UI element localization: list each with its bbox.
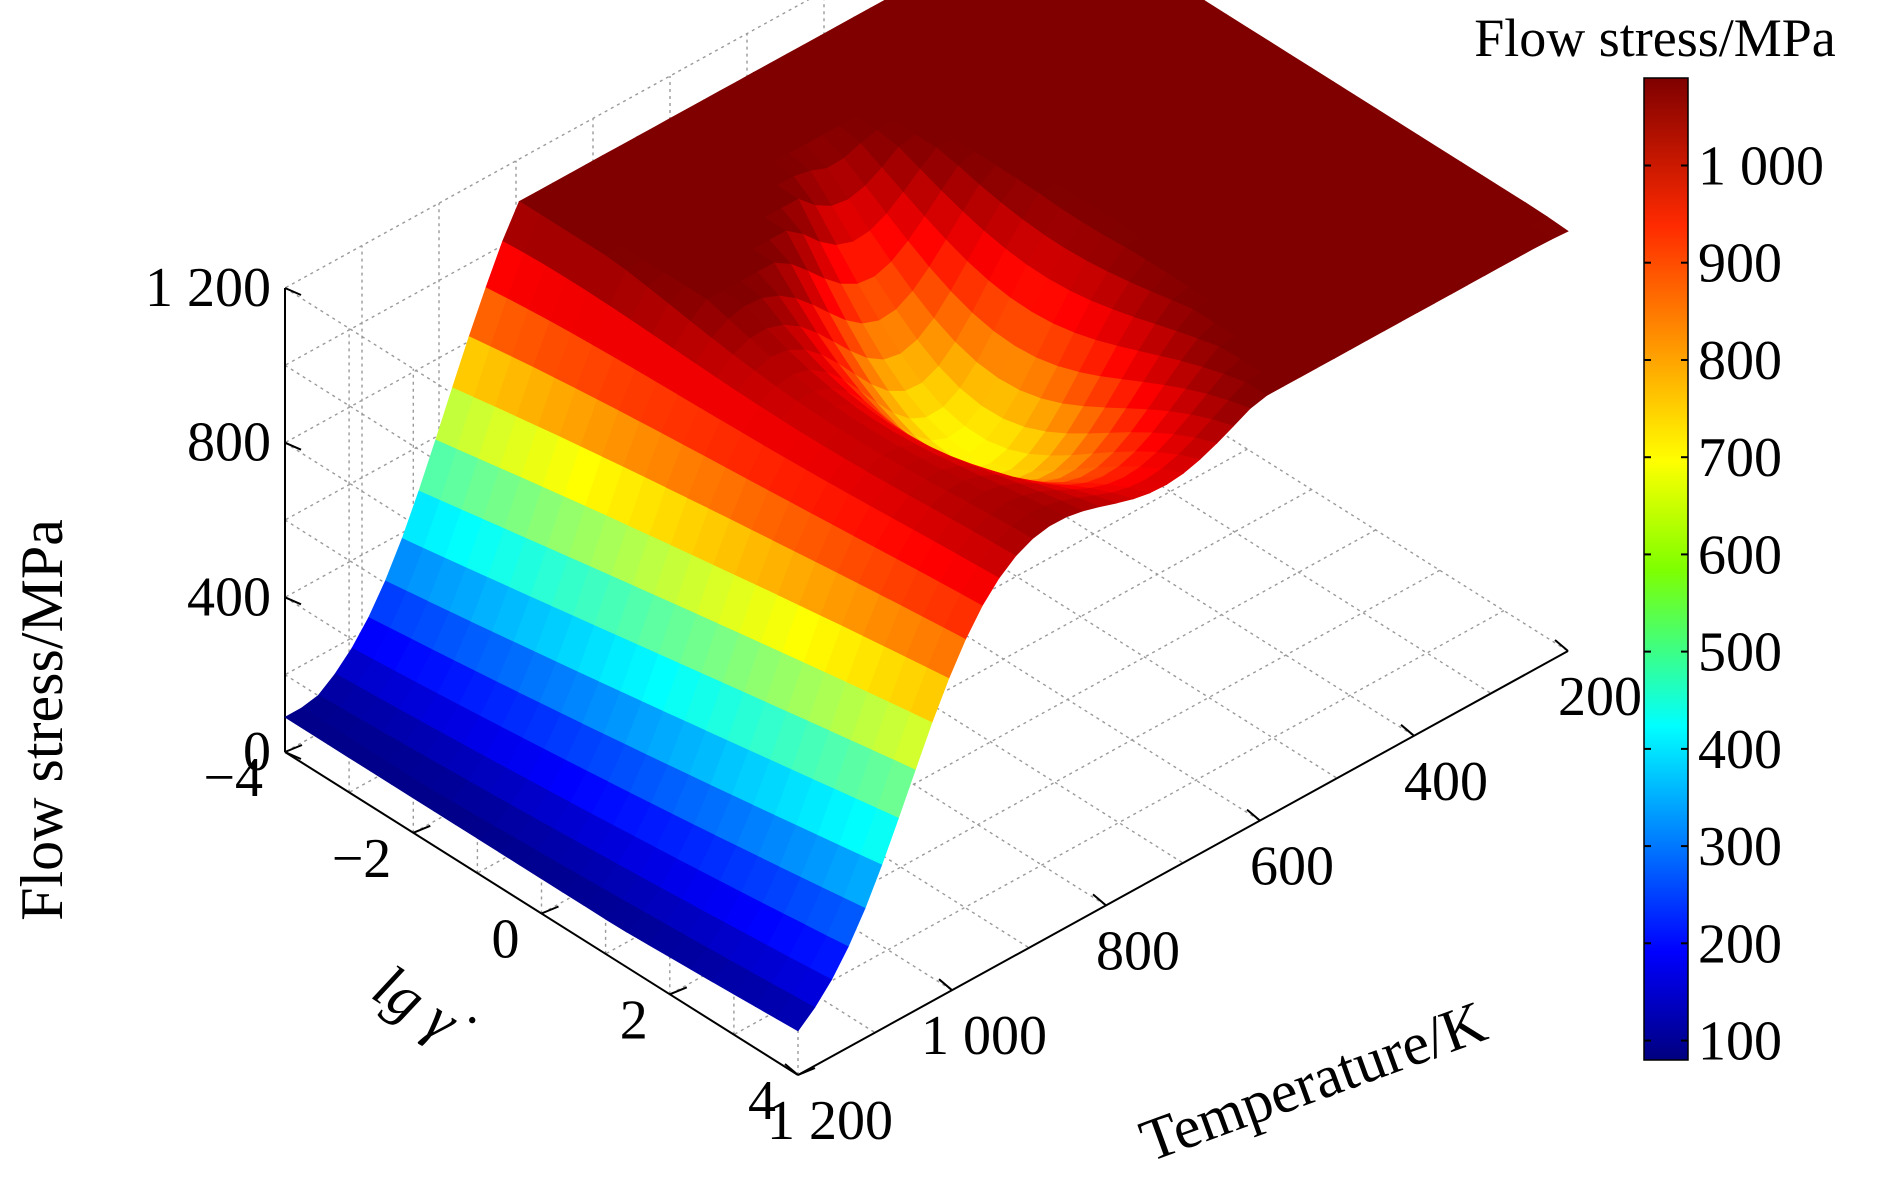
colorbar-tick-label: 200 [1698,913,1782,975]
y-tick-mark [541,905,559,915]
z-tick-mark [284,596,302,606]
colorbar [1643,77,1689,1061]
z-tick-mark [284,751,302,760]
surface-patch [920,0,932,4]
surface-patch [1014,0,1024,3]
x-tick-label: 400 [1404,751,1488,813]
y-tick-mark [284,744,303,753]
y-tick-label: 2 [620,989,648,1051]
colorbar-ticks: 100 200 300 400 500 600 700 800 900 1 000 [1644,136,1824,1073]
floor-grid-line [823,454,1338,779]
z-axis-label: Flow stress/MPa [9,519,75,921]
y-tick-label: 0 [492,909,520,971]
x-tick-mark [1554,639,1569,652]
axis-ticks: 0 400 800 1 200 −4 −2 0 2 4 200 400 600 800 1 000 1 20… [145,257,1642,1152]
x-axis-line [797,650,1569,1076]
colorbar-tick-label: 400 [1698,719,1782,781]
colorbar-tick-label: 100 [1698,1011,1782,1073]
colorbar-tick-label: 1 000 [1698,136,1824,198]
y-tick-label: −2 [332,828,392,890]
x-tick-mark [1246,808,1261,822]
z-tick-mark [284,441,302,451]
x-tick-mark [784,1063,799,1076]
colorbar-tick-label: 700 [1698,427,1782,489]
colorbar-tick-label: 900 [1698,233,1782,295]
x-tick-label: 1 200 [767,1090,893,1152]
colorbar-tick-label: 300 [1698,816,1782,878]
x-tick-label: 200 [1558,666,1642,728]
z-tick-mark [284,287,302,296]
y-tick-label: 4 [748,1070,776,1132]
colorbar-tick-label: 500 [1698,622,1782,684]
x-tick-mark [938,978,953,991]
surface-patch [776,995,816,1032]
x-tick-label: 800 [1096,920,1180,982]
z-tick-label: 400 [187,566,271,628]
y-tick-mark [797,1067,816,1076]
surface-plot [284,0,1569,1032]
colorbar-title: Flow stress/MPa [1474,8,1836,68]
colorbar-tick-label: 600 [1698,524,1782,586]
x-axis-label: Temperature/K [1132,988,1495,1174]
x-tick-mark [1092,893,1107,907]
x-tick-label: 600 [1250,836,1334,898]
z-tick-label: 800 [187,412,271,474]
y-axis-label: lg γ̇ [362,952,484,1063]
floor-grid-line [977,369,1492,694]
z-tick-label: 1 200 [145,257,271,319]
colorbar-tick-label: 800 [1698,330,1782,392]
y-tick-mark [412,824,431,834]
x-tick-label: 1 000 [921,1005,1047,1067]
y-tick-label: −4 [203,747,263,809]
z-tick-label: 0 [243,721,271,783]
y-tick-mark [669,986,688,996]
x-tick-mark [1400,724,1415,737]
